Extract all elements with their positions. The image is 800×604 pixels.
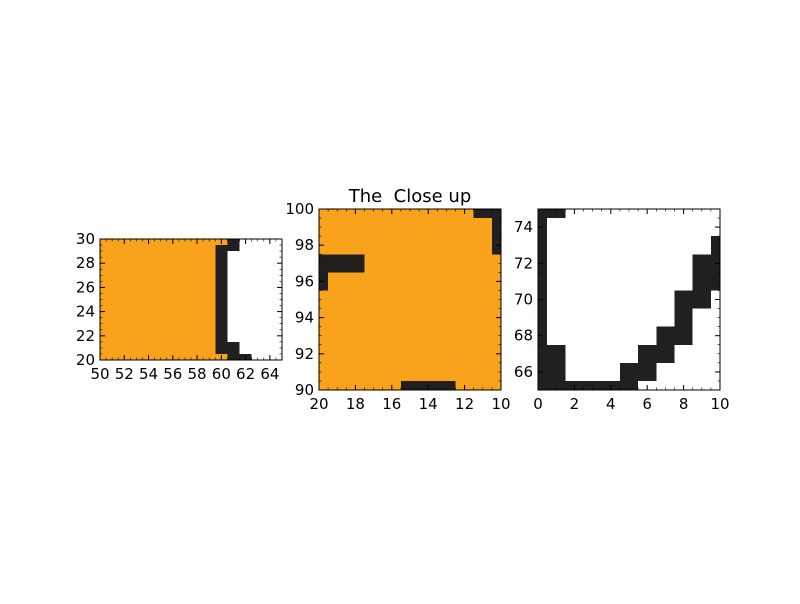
panel-3-cell-dark: [656, 326, 675, 363]
panel-2-cells: [319, 209, 501, 390]
panel-2-cell-dark: [491, 218, 501, 255]
panel-3-cell-dark: [674, 290, 693, 345]
panel-1-x-tick-label: 50: [90, 365, 109, 383]
panel-2-y-tick-label: 92: [295, 345, 314, 363]
panel-3-x-tick-label: 4: [606, 395, 616, 413]
panel-2-x-tick-label: 14: [419, 395, 438, 413]
panel-3-y-tick-label: 70: [514, 291, 533, 309]
panel-2-x-tick-label: 20: [309, 395, 328, 413]
panel-1-x-tick-label: 62: [236, 365, 255, 383]
panel-3-x-tick-label: 0: [533, 395, 543, 413]
panel-1-x-tick-label: 58: [188, 365, 207, 383]
panel-2-y-tick-label: 98: [295, 236, 314, 254]
panel-3-x-tick-label: 6: [642, 395, 652, 413]
panel-3-cell-dark: [565, 380, 639, 390]
panel-1-x-tick-label: 56: [163, 365, 182, 383]
panel-1: 50 52 54 56 58 60 62 64 20 22 24 26 28 30: [76, 230, 283, 383]
panel-3-y-tick-label: 74: [514, 218, 533, 236]
panel-3-x-tick-label: 8: [679, 395, 689, 413]
panel-2: 20 18 16 14 12 10 90 92 94 96 98 100 The Close up: [285, 186, 510, 413]
panel-1-cell-orange: [100, 239, 216, 360]
panel-2-x-tick-label: 18: [346, 395, 365, 413]
panel-3-cell-dark: [692, 254, 711, 309]
panel-3-cell-dark: [638, 344, 657, 381]
panel-3-cell-dark: [547, 209, 566, 219]
panel-1-x-tick-label: 52: [115, 365, 134, 383]
panel-1-y-tick-label: 24: [76, 303, 95, 321]
panel-3-cell-dark: [619, 362, 639, 381]
panel-1-x-tick-label: 54: [139, 365, 158, 383]
panel-1-y-tick-label: 30: [76, 230, 95, 248]
panel-3-y-tick-label: 68: [514, 327, 533, 345]
panel-2-x-tick-label: 10: [491, 395, 510, 413]
panel-1-y-tick-label: 22: [76, 327, 95, 345]
panel-3-y-tick-label: 72: [514, 254, 533, 272]
panel-2-x-tick-label: 12: [455, 395, 474, 413]
panel-1-x-tick-label: 64: [260, 365, 279, 383]
panel-3-x-tick-label: 10: [710, 395, 729, 413]
panel-1-y-tick-label: 26: [76, 278, 95, 296]
panel-1-cell-dark: [227, 239, 240, 252]
panel-2-y-tick-label: 96: [295, 272, 314, 290]
panel-1-cells: [100, 239, 252, 360]
panel-3-cell-dark: [547, 344, 566, 390]
panel-3-x-tick-label: 2: [570, 395, 580, 413]
panel-2-y-tick-label: 90: [295, 381, 314, 399]
panel-3-y-tick-label: 66: [514, 363, 533, 381]
panel-1-cell-dark: [215, 239, 228, 360]
panel-1-y-tick-label: 20: [76, 351, 95, 369]
panel-2-cell-dark: [473, 209, 501, 219]
panel-2-cell-dark: [319, 254, 365, 273]
panel-1-x-tick-label: 60: [212, 365, 231, 383]
panel-2-cell-orange: [319, 209, 501, 390]
panel-1-cell-dark: [227, 341, 240, 354]
panel-2-title: The Close up: [348, 186, 472, 207]
panel-2-x-tick-label: 16: [382, 395, 401, 413]
panel-1-y-tick-label: 28: [76, 254, 95, 272]
panel-2-y-tick-label: 100: [285, 200, 314, 218]
panel-1-cell-dark: [227, 353, 252, 360]
panel-2-y-tick-label: 94: [295, 309, 314, 327]
